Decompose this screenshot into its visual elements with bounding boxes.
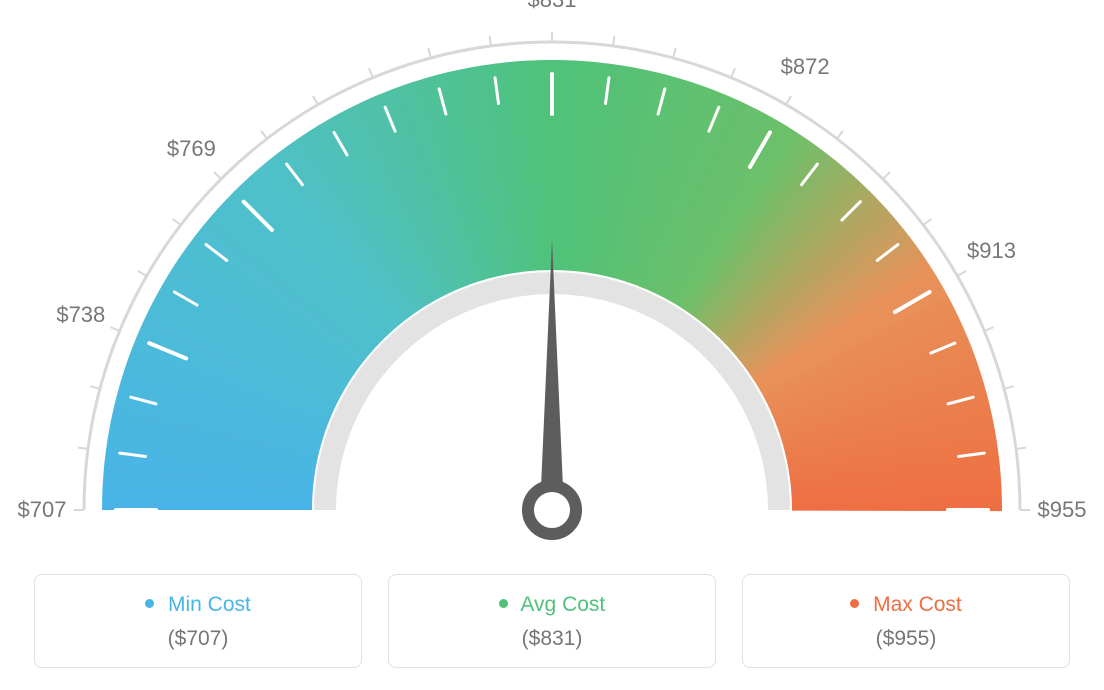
legend-card-avg: Avg Cost ($831)	[388, 574, 716, 668]
legend-row: Min Cost ($707) Avg Cost ($831) Max Cost…	[34, 574, 1070, 668]
legend-title-text: Max Cost	[873, 593, 962, 616]
dot-icon	[499, 599, 508, 608]
legend-value-avg: ($831)	[399, 627, 705, 651]
gauge-tick-label: $872	[781, 54, 830, 80]
legend-card-min: Min Cost ($707)	[34, 574, 362, 668]
gauge-tick-label: $738	[56, 302, 105, 328]
gauge-tick-label: $769	[167, 136, 216, 162]
gauge-tick-label: $707	[18, 497, 67, 523]
legend-title-text: Min Cost	[168, 593, 251, 616]
legend-card-max: Max Cost ($955)	[742, 574, 1070, 668]
gauge-tick-label: $831	[528, 0, 577, 13]
dot-icon	[850, 599, 859, 608]
legend-title-max: Max Cost	[753, 593, 1059, 617]
gauge-tick-label: $955	[1038, 497, 1087, 523]
gauge-chart: $707 $738 $769 $831 $872 $913 $955	[0, 0, 1104, 560]
legend-title-avg: Avg Cost	[399, 593, 705, 617]
gauge-svg	[0, 0, 1104, 560]
legend-title-min: Min Cost	[45, 593, 351, 617]
gauge-tick-label: $913	[967, 238, 1016, 264]
legend-title-text: Avg Cost	[520, 593, 605, 616]
gauge-needle-hub	[528, 486, 576, 534]
legend-value-min: ($707)	[45, 627, 351, 651]
dot-icon	[145, 599, 154, 608]
legend-value-max: ($955)	[753, 627, 1059, 651]
